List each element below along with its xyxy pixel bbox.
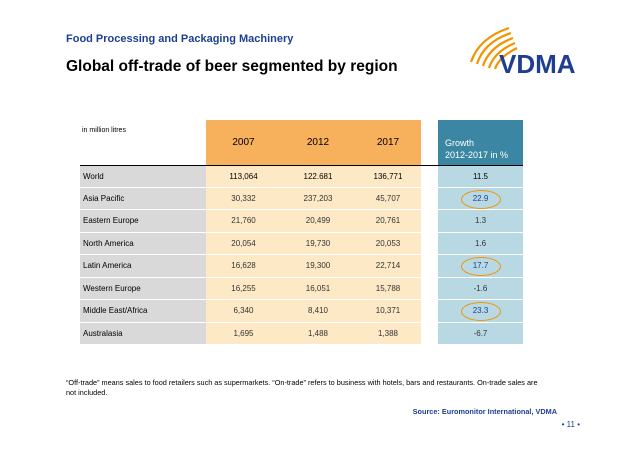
value-cell-v2017: 45,707: [355, 187, 421, 209]
spacer-cell: [421, 300, 438, 322]
data-table: in million litres 2007 2012 2017 Growth …: [80, 120, 523, 345]
supertitle: Food Processing and Packaging Machinery: [66, 33, 294, 45]
page-number: • 11 •: [561, 420, 580, 429]
growth-cell: -1.6: [438, 277, 523, 299]
column-header-2017: 2017: [355, 120, 421, 165]
growth-cell: 11.5: [438, 166, 523, 187]
value-cell-v2017: 10,371: [355, 300, 421, 322]
growth-cell: 1.3: [438, 210, 523, 232]
value-cell-v2017: 1,388: [355, 322, 421, 344]
value-cell-v2012: 8,410: [281, 300, 355, 322]
spacer-cell: [421, 277, 438, 299]
footnote: “Off-trade” means sales to food retailer…: [66, 378, 538, 397]
logo-text: VDMA: [499, 49, 576, 79]
region-cell: Western Europe: [80, 277, 206, 299]
value-cell-v2007: 1,695: [206, 322, 281, 344]
table-row: World 113,064 122.681 136,771 11.5: [80, 165, 523, 188]
spacer-cell: [421, 210, 438, 232]
source-note: Source: Euromonitor International, VDMA: [412, 407, 557, 416]
value-cell-v2012: 237,203: [281, 187, 355, 209]
vdma-logo: VDMA: [469, 26, 576, 79]
table-row: Eastern Europe 21,760 20,499 20,761 1.3: [80, 210, 523, 233]
unit-label: in million litres: [80, 120, 206, 165]
growth-header-line2: 2012-2017 in %: [445, 150, 509, 160]
spacer-cell: [421, 255, 438, 277]
region-cell: Latin America: [80, 255, 206, 277]
value-cell-v2012: 19,300: [281, 255, 355, 277]
column-header-2012: 2012: [281, 120, 355, 165]
growth-header-line1: Growth: [445, 138, 475, 148]
value-cell-v2017: 22,714: [355, 255, 421, 277]
region-cell: Middle East/Africa: [80, 300, 206, 322]
value-cell-v2012: 16,051: [281, 277, 355, 299]
table-row: Asia Pacific 30,332 237,203 45,707 22.9: [80, 187, 523, 210]
region-cell: Australasia: [80, 322, 206, 344]
region-cell: Eastern Europe: [80, 210, 206, 232]
spacer-cell: [421, 166, 438, 187]
value-cell-v2007: 20,054: [206, 232, 281, 254]
value-cell-v2007: 21,760: [206, 210, 281, 232]
value-cell-v2017: 20,053: [355, 232, 421, 254]
column-header-2007: 2007: [206, 120, 281, 165]
growth-cell: -6.7: [438, 322, 523, 344]
value-cell-v2007: 16,255: [206, 277, 281, 299]
table-row: Western Europe 16,255 16,051 15,788 -1.6: [80, 277, 523, 300]
value-cell-v2012: 19,730: [281, 232, 355, 254]
value-cell-v2007: 16,628: [206, 255, 281, 277]
value-cell-v2017: 20,761: [355, 210, 421, 232]
value-cell-v2012: 122.681: [281, 166, 355, 187]
column-header-growth: Growth 2012-2017 in %: [438, 120, 523, 165]
growth-cell: 1.6: [438, 232, 523, 254]
table-row: Latin America 16,628 19,300 22,714 17.7: [80, 255, 523, 278]
highlight-ellipse: [461, 302, 501, 321]
value-cell-v2007: 30,332: [206, 187, 281, 209]
value-cell-v2007: 113,064: [206, 166, 281, 187]
value-cell-v2012: 20,499: [281, 210, 355, 232]
value-cell-v2007: 6,340: [206, 300, 281, 322]
highlight-ellipse: [461, 257, 501, 276]
spacer-cell: [421, 232, 438, 254]
table-row: Middle East/Africa 6,340 8,410 10,371 23.3: [80, 300, 523, 323]
table-row: Australasia 1,695 1,488 1,388 -6.7: [80, 322, 523, 345]
spacer-cell: [421, 187, 438, 209]
region-cell: World: [80, 166, 206, 187]
spacer-cell: [421, 322, 438, 344]
page-title: Global off-trade of beer segmented by re…: [66, 58, 398, 75]
region-cell: North America: [80, 232, 206, 254]
value-cell-v2017: 136,771: [355, 166, 421, 187]
highlight-ellipse: [461, 189, 501, 209]
value-cell-v2017: 15,788: [355, 277, 421, 299]
value-cell-v2012: 1,488: [281, 322, 355, 344]
table-row: North America 20,054 19,730 20,053 1.6: [80, 232, 523, 255]
region-cell: Asia Pacific: [80, 187, 206, 209]
